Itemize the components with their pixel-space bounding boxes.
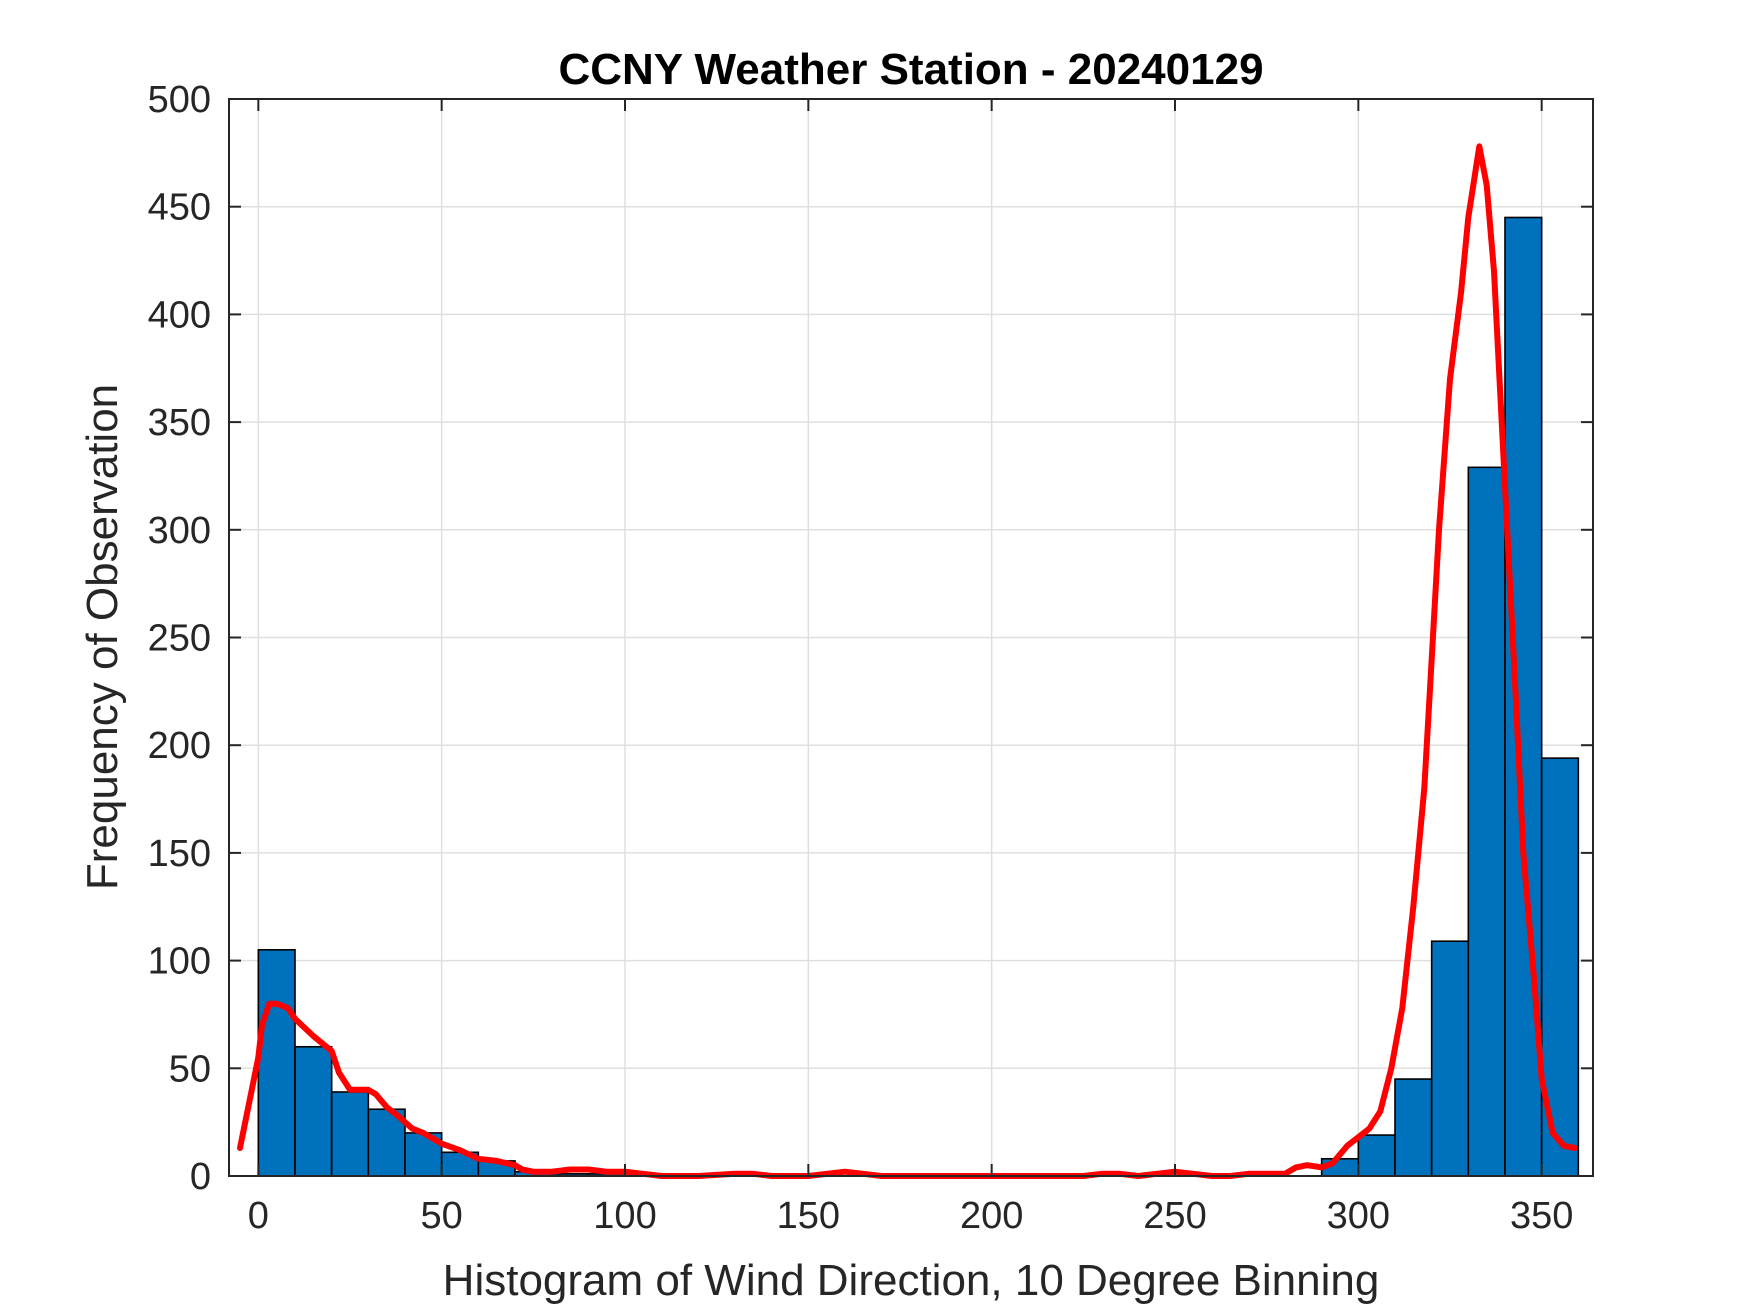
x-tick-labels: 0 50 100 150 200 250 300 350 (248, 1195, 1574, 1237)
smoothed-fit-line (237, 143, 1578, 1179)
histogram-bar (1357, 1134, 1396, 1177)
y-tick-label: 150 (148, 833, 211, 875)
y-tick-label: 50 (169, 1048, 211, 1090)
grid-layer (229, 98, 1593, 1177)
fit-curve-layer (237, 143, 1578, 1179)
tick-marks (229, 98, 1593, 1177)
y-tick-labels: 0 50 100 150 200 250 300 350 400 450 500 (148, 79, 211, 1198)
y-tick-label: 500 (148, 79, 211, 121)
y-tick-label: 300 (148, 510, 211, 552)
histogram-bars (257, 216, 1580, 1177)
x-tick-label: 150 (777, 1195, 840, 1237)
x-tick-label: 300 (1327, 1195, 1390, 1237)
y-tick-label: 400 (148, 294, 211, 336)
x-axis-label: Histogram of Wind Direction, 10 Degree B… (443, 1256, 1380, 1305)
y-tick-label: 450 (148, 187, 211, 229)
histogram-bar (257, 949, 296, 1177)
x-tick-label: 50 (421, 1195, 463, 1237)
y-tick-label: 250 (148, 618, 211, 660)
y-tick-label: 350 (148, 402, 211, 444)
y-tick-label: 200 (148, 725, 211, 767)
histogram-bar (1467, 466, 1506, 1177)
x-tick-label: 0 (248, 1195, 269, 1237)
chart-title: CCNY Weather Station - 20240129 (558, 45, 1263, 94)
x-tick-label: 350 (1510, 1195, 1573, 1237)
y-axis-label: Frequency of Observation (78, 384, 127, 890)
x-tick-label: 200 (960, 1195, 1023, 1237)
x-tick-label: 100 (593, 1195, 656, 1237)
histogram-bar (330, 1091, 370, 1177)
histogram-bar (1394, 1078, 1433, 1177)
histogram-bar (1430, 940, 1470, 1177)
y-tick-label: 100 (148, 941, 211, 983)
y-tick-label: 0 (190, 1156, 211, 1198)
histogram-bar (294, 1045, 333, 1177)
x-tick-label: 250 (1143, 1195, 1206, 1237)
